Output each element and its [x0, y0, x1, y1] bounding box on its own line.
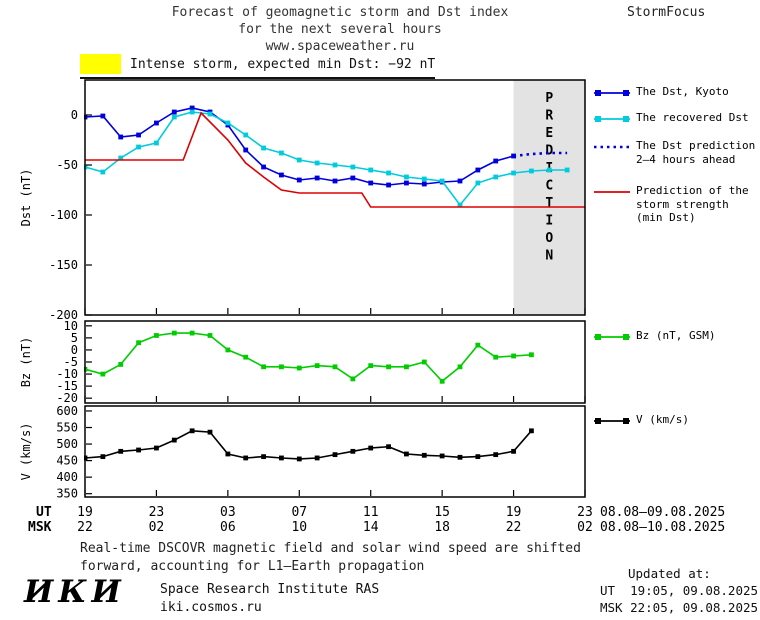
svg-text:Dst (nT): Dst (nT): [19, 169, 33, 227]
svg-text:D: D: [545, 144, 553, 159]
svg-text:-5: -5: [64, 355, 78, 369]
svg-text:Bz (nT): Bz (nT): [19, 337, 33, 388]
legend-item-v: V (km/s): [593, 413, 760, 427]
svg-text:MSK: MSK: [28, 520, 52, 535]
legend-item-dst-prediction: The Dst prediction 2–4 hours ahead: [593, 139, 760, 166]
storm-warning-text: Intense storm, expected min Dst: −92 nT: [130, 56, 436, 72]
svg-text:06: 06: [220, 520, 236, 535]
iki-url: iki.cosmos.ru: [160, 600, 262, 615]
legend-sample-dst-kyoto-icon: [594, 90, 630, 96]
svg-text:-50: -50: [56, 158, 78, 172]
svg-text:18: 18: [434, 520, 450, 535]
legend-sample-dst-prediction-icon: [594, 145, 630, 149]
legend-sample-v-icon: [594, 418, 630, 424]
legend-label-dst-prediction: The Dst prediction 2–4 hours ahead: [636, 139, 755, 166]
legend-item-bz: Bz (nT, GSM): [593, 329, 760, 343]
updated-label: Updated at:: [628, 566, 711, 581]
legend-label-v: V (km/s): [636, 413, 689, 426]
svg-text:550: 550: [56, 421, 78, 435]
svg-text:P: P: [545, 91, 553, 106]
legend-label-recovered-dst: The recovered Dst: [636, 111, 749, 124]
svg-text:UT: UT: [36, 505, 52, 520]
svg-text:R: R: [545, 109, 553, 124]
svg-text:15: 15: [434, 505, 450, 520]
svg-text:03: 03: [220, 505, 236, 520]
svg-text:11: 11: [363, 505, 379, 520]
svg-text:23: 23: [149, 505, 165, 520]
svg-text:23: 23: [577, 505, 593, 520]
footnote-line-2: forward, accounting for L1–Earth propaga…: [80, 558, 425, 574]
legend-label-bz: Bz (nT, GSM): [636, 329, 716, 342]
svg-text:22: 22: [506, 520, 522, 535]
updated-time-msk: MSK 22:05, 09.08.2025: [600, 600, 759, 615]
legend-label-storm-strength-line2: storm strength: [636, 197, 729, 211]
svg-text:-15: -15: [56, 379, 78, 393]
chart-title: Forecast of geomagnetic storm and Dst in…: [60, 4, 620, 55]
svg-text:O: O: [545, 231, 553, 246]
svg-text:07: 07: [291, 505, 307, 520]
svg-text:10: 10: [291, 520, 307, 535]
svg-text:19: 19: [77, 505, 93, 520]
svg-text:350: 350: [56, 487, 78, 501]
svg-text:08.08–10.08.2025: 08.08–10.08.2025: [600, 520, 725, 535]
legend-label-storm-strength-line3: (min Dst): [636, 211, 696, 224]
iki-logo: ИКИ: [24, 574, 126, 610]
legend-label-storm-strength: Prediction of the storm strength (min Ds…: [636, 184, 749, 225]
svg-text:400: 400: [56, 470, 78, 484]
svg-text:N: N: [545, 249, 553, 264]
legend-sample-bz-icon: [594, 334, 630, 340]
svg-text:V (km/s): V (km/s): [19, 423, 33, 481]
legend-label-storm-strength-line1: Prediction of the: [636, 184, 749, 197]
svg-text:02: 02: [149, 520, 165, 535]
title-line-2: for the next several hours: [238, 22, 442, 37]
legend-item-recovered-dst: The recovered Dst: [593, 111, 760, 125]
svg-text:-150: -150: [49, 258, 78, 272]
svg-text:T: T: [545, 196, 553, 211]
brand-stormfocus: StormFocus: [627, 5, 706, 20]
title-line-1: Forecast of geomagnetic storm and Dst in…: [171, 5, 509, 20]
footnote: Real-time DSCOVR magnetic field and sola…: [80, 540, 581, 575]
svg-text:-200: -200: [49, 308, 78, 322]
legend-sample-storm-strength-icon: [594, 191, 630, 193]
svg-text:C: C: [545, 179, 553, 194]
legend-item-storm-strength: Prediction of the storm strength (min Ds…: [593, 184, 760, 225]
svg-text:5: 5: [71, 331, 78, 345]
svg-text:600: 600: [56, 404, 78, 418]
storm-warning: Intense storm, expected min Dst: −92 nT: [80, 54, 436, 79]
svg-text:22: 22: [77, 520, 93, 535]
storm-level-swatch: [80, 54, 121, 74]
svg-text:500: 500: [56, 437, 78, 451]
legend-label-dst-prediction-line2: 2–4 hours ahead: [636, 152, 736, 166]
svg-text:08.08–09.08.2025: 08.08–09.08.2025: [600, 505, 725, 520]
svg-text:14: 14: [363, 520, 379, 535]
svg-text:0: 0: [71, 108, 78, 122]
svg-text:-20: -20: [56, 391, 78, 405]
svg-text:-100: -100: [49, 208, 78, 222]
svg-text:-10: -10: [56, 367, 78, 381]
svg-text:02: 02: [577, 520, 593, 535]
svg-text:19: 19: [506, 505, 522, 520]
legend-sample-recovered-dst-icon: [594, 116, 630, 122]
svg-text:E: E: [545, 126, 553, 141]
institute-name: Space Research Institute RAS: [160, 582, 380, 597]
footnote-line-1: Real-time DSCOVR magnetic field and sola…: [80, 541, 581, 556]
legend-label-dst-prediction-line1: The Dst prediction: [636, 139, 756, 152]
updated-time-ut: UT 19:05, 09.08.2025: [600, 583, 759, 598]
svg-text:I: I: [545, 214, 553, 229]
svg-text:0: 0: [71, 343, 78, 357]
svg-text:450: 450: [56, 454, 78, 468]
spaceweather-url: www.spaceweather.ru: [265, 39, 415, 54]
svg-text:10: 10: [64, 319, 78, 333]
legend-item-dst-kyoto: The Dst, Kyoto: [593, 85, 760, 99]
legend-label-dst-kyoto: The Dst, Kyoto: [636, 85, 729, 98]
